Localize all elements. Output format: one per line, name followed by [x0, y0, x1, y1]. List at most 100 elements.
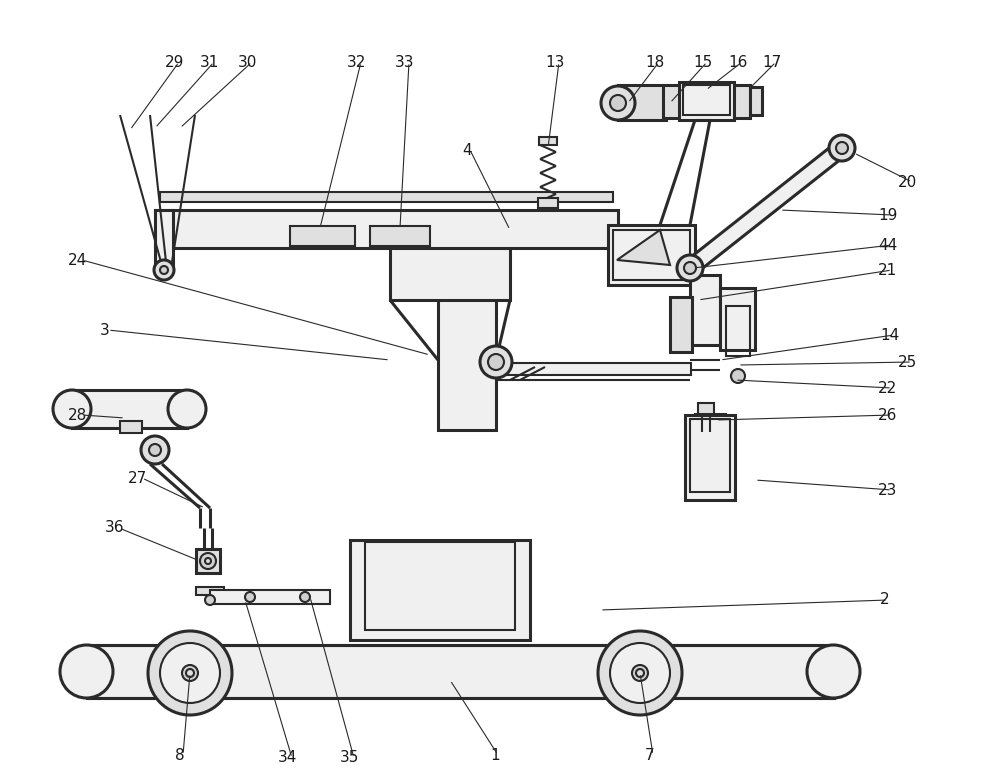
Circle shape: [601, 86, 635, 120]
Text: 23: 23: [878, 482, 897, 497]
Bar: [87, 645, 834, 698]
Polygon shape: [612, 669, 632, 677]
Polygon shape: [617, 230, 670, 265]
Bar: [726, 306, 750, 356]
Polygon shape: [648, 669, 668, 677]
Circle shape: [632, 665, 648, 681]
Text: 30: 30: [238, 54, 257, 69]
Circle shape: [677, 255, 703, 281]
Bar: [390, 240, 510, 300]
Text: 36: 36: [105, 520, 124, 535]
Polygon shape: [198, 669, 218, 677]
Bar: [538, 198, 558, 208]
Polygon shape: [191, 678, 206, 699]
Text: 24: 24: [68, 253, 87, 268]
Text: 1: 1: [490, 748, 500, 762]
Text: 35: 35: [340, 751, 359, 766]
Text: 21: 21: [878, 262, 897, 278]
Text: 29: 29: [165, 54, 184, 69]
Circle shape: [186, 669, 194, 677]
Circle shape: [807, 645, 860, 698]
Circle shape: [636, 669, 644, 677]
Text: 34: 34: [278, 751, 297, 766]
Bar: [155, 210, 618, 248]
Text: 32: 32: [347, 54, 366, 69]
Circle shape: [245, 592, 255, 602]
Bar: [683, 85, 730, 115]
Circle shape: [488, 354, 504, 370]
Bar: [698, 403, 714, 415]
Text: 15: 15: [693, 54, 712, 69]
Polygon shape: [624, 647, 639, 668]
Circle shape: [160, 643, 220, 703]
Bar: [496, 363, 691, 375]
Text: 2: 2: [880, 593, 890, 608]
Bar: [350, 540, 530, 640]
Circle shape: [154, 260, 174, 280]
Bar: [539, 137, 557, 145]
Polygon shape: [641, 678, 656, 699]
Bar: [608, 225, 695, 285]
Text: 8: 8: [175, 748, 185, 762]
Bar: [613, 230, 690, 280]
Bar: [438, 220, 496, 430]
Polygon shape: [624, 678, 639, 699]
Text: 31: 31: [200, 54, 219, 69]
Text: 44: 44: [878, 237, 897, 253]
Bar: [210, 590, 330, 604]
Circle shape: [598, 631, 682, 715]
Bar: [663, 85, 681, 118]
Text: 13: 13: [545, 54, 564, 69]
Circle shape: [182, 665, 198, 681]
Text: 16: 16: [728, 54, 747, 69]
Text: 28: 28: [68, 408, 87, 422]
Text: 14: 14: [880, 328, 899, 342]
Text: 25: 25: [898, 355, 917, 370]
Bar: [196, 587, 224, 595]
Text: 27: 27: [128, 471, 147, 485]
Bar: [290, 226, 355, 246]
Circle shape: [480, 346, 512, 378]
Bar: [695, 414, 725, 432]
Bar: [734, 85, 750, 118]
Bar: [155, 210, 173, 265]
Circle shape: [141, 436, 169, 464]
Circle shape: [731, 369, 745, 383]
Bar: [618, 85, 666, 120]
Circle shape: [160, 266, 168, 274]
Circle shape: [148, 631, 232, 715]
Text: 3: 3: [100, 323, 110, 338]
Text: 26: 26: [878, 408, 897, 422]
Circle shape: [53, 390, 91, 428]
Bar: [370, 226, 430, 246]
Text: 20: 20: [898, 174, 917, 190]
Circle shape: [200, 553, 216, 569]
Circle shape: [610, 95, 626, 111]
Bar: [196, 549, 220, 573]
Circle shape: [300, 592, 310, 602]
Circle shape: [829, 135, 855, 161]
Circle shape: [149, 444, 161, 456]
Text: 18: 18: [645, 54, 664, 69]
Bar: [690, 275, 720, 345]
Circle shape: [610, 643, 670, 703]
Polygon shape: [162, 669, 182, 677]
Bar: [679, 82, 734, 120]
Text: 17: 17: [762, 54, 781, 69]
Circle shape: [684, 262, 696, 274]
Polygon shape: [174, 647, 189, 668]
Bar: [720, 288, 755, 350]
Bar: [72, 390, 187, 428]
Polygon shape: [191, 647, 206, 668]
Bar: [750, 87, 762, 115]
Polygon shape: [641, 647, 656, 668]
Polygon shape: [174, 678, 189, 699]
Bar: [120, 421, 142, 433]
Text: 19: 19: [878, 208, 897, 223]
Circle shape: [168, 390, 206, 428]
Circle shape: [60, 645, 113, 698]
Text: 22: 22: [878, 380, 897, 395]
Bar: [690, 419, 730, 492]
Text: 4: 4: [462, 142, 472, 157]
Polygon shape: [685, 142, 847, 275]
